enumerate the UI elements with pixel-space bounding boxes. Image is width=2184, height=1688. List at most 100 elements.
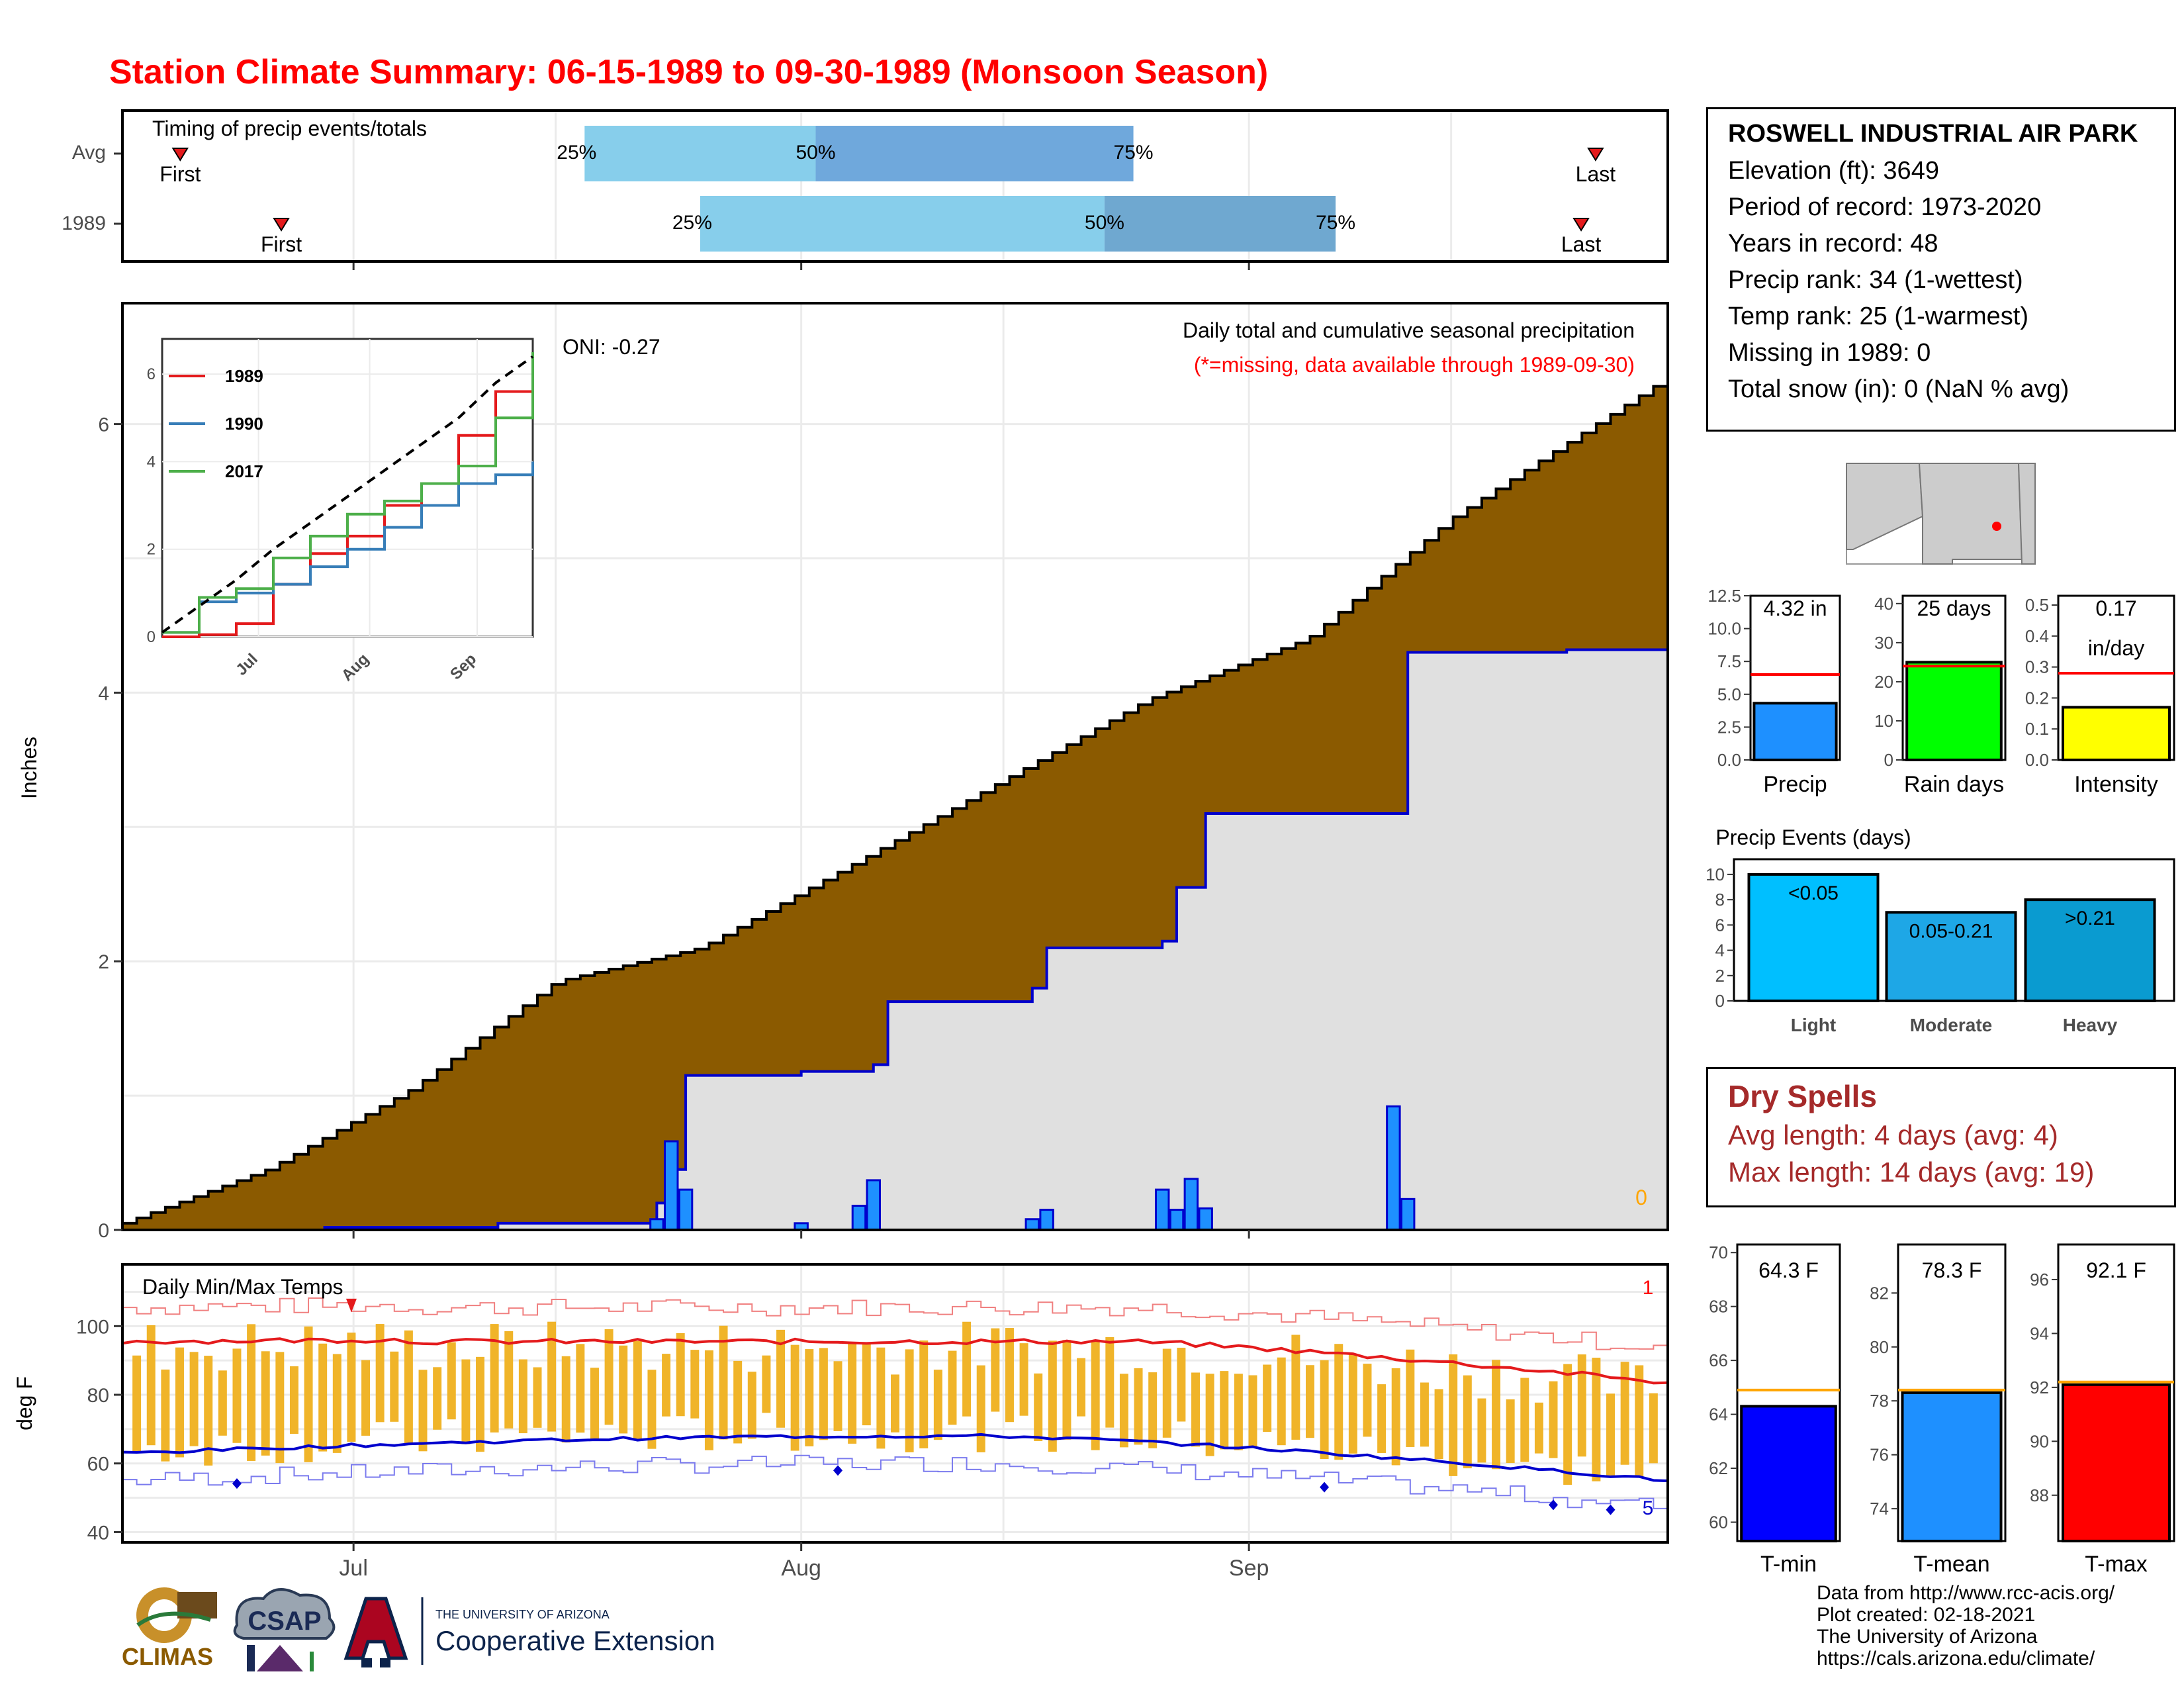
daily-temp-bar: [1363, 1364, 1372, 1437]
events-ytick-label: 2: [1715, 966, 1725, 986]
daily-temp-bar: [962, 1321, 972, 1417]
daily-temp-bar: [361, 1360, 371, 1436]
avg-max-line: [122, 1337, 1668, 1385]
events-ytick-label: 10: [1706, 865, 1725, 884]
daily-temp-bar: [375, 1324, 385, 1423]
mini-ytick-label: 0.0: [2025, 750, 2049, 770]
mini-label-raindays: Rain days: [1904, 772, 2004, 797]
timing-p75-label: 75%: [1316, 212, 1355, 234]
mini-ytick-label: 12.5: [1707, 586, 1741, 606]
timing-first-marker: [273, 218, 290, 232]
daily-temp-bar: [633, 1340, 642, 1439]
timing-bar-q2-Avg: [815, 126, 1134, 181]
temp-ytick-label: 40: [87, 1522, 109, 1544]
daily-temp-bar: [719, 1325, 728, 1440]
dry-spells-max: Max length: 14 days (avg: 19): [1728, 1156, 2095, 1188]
daily-temp-bar: [161, 1369, 170, 1462]
daily-temp-bar: [289, 1366, 298, 1434]
daily-temp-bar: [1134, 1368, 1143, 1445]
events-bar-range-label: <0.05: [1788, 882, 1839, 904]
daily-temp-bar: [1549, 1381, 1558, 1458]
credit-data-source: Data from http://www.rcc-acis.org/: [1817, 1582, 2115, 1604]
daily-temp-bar: [1034, 1373, 1043, 1441]
daily-temp-bar: [662, 1354, 671, 1417]
mini-bar-charts: 0.0 2.5 5.0 7.5 10.0 12.5 4.32 in Precip 0 10 20 30…: [1707, 586, 2175, 797]
daily-temp-bar: [204, 1356, 213, 1466]
mini-label-precip: Precip: [1763, 772, 1827, 797]
climas-logo: CLIMAS: [122, 1587, 217, 1670]
mini-unit-intensity: in/day: [2088, 636, 2144, 660]
credit-university: The University of Arizona: [1817, 1626, 2038, 1648]
station-years: Years in record: 48: [1728, 230, 1938, 258]
temp-xtick-label: Sep: [1229, 1556, 1269, 1581]
mini-ytick-label: 10.0: [1707, 619, 1741, 639]
record-high-line: [122, 1297, 1668, 1350]
daily-temp-bar: [1019, 1343, 1028, 1416]
temp-ytick-label: 100: [76, 1316, 109, 1338]
daily-temp-bar: [1620, 1362, 1629, 1465]
mini-value-intensity: 0.17: [2095, 596, 2136, 620]
daily-temp-bar: [762, 1355, 771, 1413]
mini-ytick-label: 0.5: [2025, 595, 2049, 615]
precip-ytick-label: 2: [98, 951, 109, 973]
mini-ytick-label: 0.1: [2025, 719, 2049, 739]
timing-p50-label: 50%: [796, 142, 835, 164]
station-period: Period of record: 1973-2020: [1728, 193, 2042, 221]
daily-temp-bar: [1463, 1375, 1472, 1469]
events-xtick-label: Moderate: [1910, 1015, 1992, 1035]
record-low-marker: [1549, 1499, 1559, 1511]
ua-big-text: Cooperative Extension: [435, 1625, 715, 1656]
daily-temp-bar: [848, 1343, 857, 1444]
mini-ytick-label: 7.5: [1717, 651, 1741, 671]
events-ytick-label: 4: [1715, 941, 1725, 961]
temp-ytick-label: 80: [87, 1385, 109, 1407]
ua-small-text: THE UNIVERSITY OF ARIZONA: [435, 1608, 610, 1621]
temp-frame: [121, 1263, 1669, 1544]
avg-min-line: [122, 1432, 1668, 1483]
tbar-ytick-label: 68: [1709, 1297, 1728, 1317]
daily-temp-bar: [1119, 1374, 1128, 1448]
timing-panel: 25% 50% 75% First Last 25% 50% 75% First Last Tim…: [62, 109, 1669, 270]
daily-temp-bar: [1077, 1358, 1086, 1417]
daily-temp-bar: [776, 1329, 786, 1428]
tbar-ytick-label: 82: [1870, 1283, 1889, 1303]
daily-temp-bar: [991, 1328, 1000, 1412]
inset-ytick-label: 4: [147, 453, 156, 471]
station-elevation: Elevation (ft): 3649: [1728, 157, 1939, 185]
daily-temp-bar: [1563, 1364, 1572, 1485]
daily-temp-bar: [247, 1324, 256, 1461]
dry-spells-box: Dry Spells Avg length: 4 days (avg: 4) M…: [1706, 1067, 2176, 1207]
daily-temp-bar: [1506, 1399, 1515, 1464]
tbar-label-tmean: T-mean: [1913, 1552, 1989, 1577]
credit-plot-date: Plot created: 02-18-2021: [1817, 1604, 2036, 1626]
events-bar-range-label: >0.21: [2065, 908, 2115, 929]
daily-temp-bar: [1420, 1382, 1429, 1447]
daily-temp-bar: [261, 1351, 270, 1456]
tbar-ytick-label: 66: [1709, 1350, 1728, 1370]
temp-xtick-label: Jul: [339, 1556, 367, 1581]
record-low-marker: [1606, 1504, 1615, 1515]
record-low-marker: [1320, 1481, 1330, 1493]
precip-ytick-label: 6: [98, 414, 109, 436]
precip-subtitle: Daily total and cumulative seasonal prec…: [1183, 318, 1635, 342]
tbar-ytick-label: 94: [2030, 1323, 2049, 1343]
record-low-marker: [833, 1465, 843, 1476]
station-location-dot: [1992, 522, 2001, 531]
daily-temp-bar: [819, 1348, 828, 1440]
mini-value-raindays: 25 days: [1917, 596, 1991, 620]
timing-bar-q1-Avg: [584, 126, 816, 181]
mini-ytick-label: 0.0: [1717, 750, 1741, 770]
mini-label-intensity: Intensity: [2074, 772, 2158, 797]
daily-precip-bar: [1198, 1207, 1213, 1231]
daily-temp-bar: [1263, 1364, 1272, 1432]
record-low-marker: [232, 1478, 242, 1489]
daily-temp-bar: [1005, 1328, 1014, 1423]
precip-ylabel: Inches: [17, 737, 41, 799]
daily-temp-bar: [1234, 1374, 1243, 1450]
daily-precip-bar: [1169, 1209, 1185, 1231]
daily-temp-bar: [733, 1360, 743, 1444]
daily-temp-bar: [704, 1350, 713, 1450]
tbar-ytick-label: 60: [1709, 1512, 1728, 1532]
daily-temp-bar: [1577, 1354, 1586, 1457]
